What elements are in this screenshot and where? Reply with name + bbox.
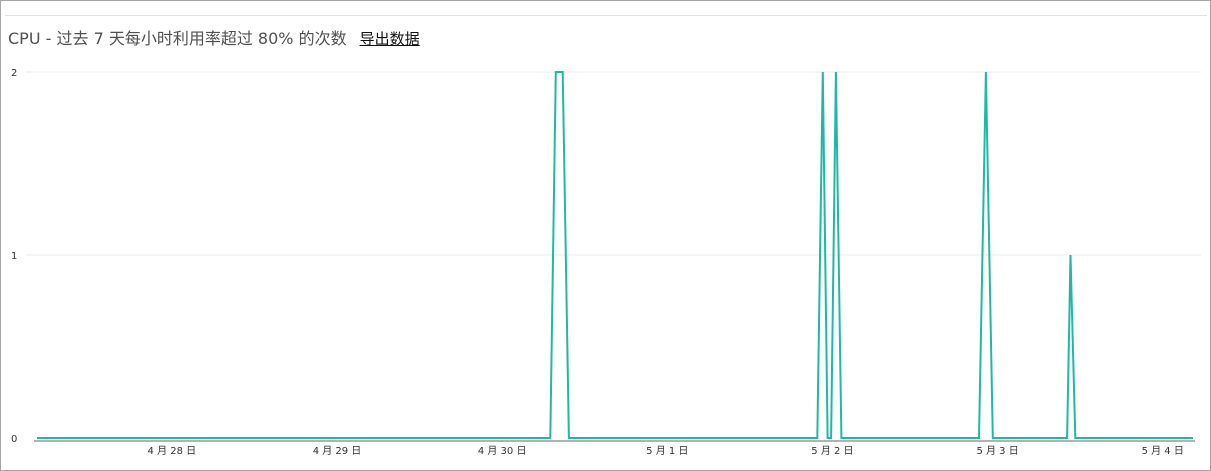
export-data-link[interactable]: 导出数据	[359, 30, 420, 48]
y-tick-label: 1	[11, 251, 17, 262]
y-tick-label: 2	[11, 68, 17, 79]
y-tick-label: 0	[11, 434, 17, 445]
x-tick-label: 4 月 30 日	[478, 445, 527, 457]
x-tick-label: 4 月 28 日	[148, 445, 197, 457]
chart-title: CPU - 过去 7 天每小时利用率超过 80% 的次数	[8, 29, 347, 48]
chart-header: CPU - 过去 7 天每小时利用率超过 80% 的次数 导出数据	[8, 25, 420, 51]
x-tick-label: 5 月 4 日	[1142, 445, 1184, 457]
x-tick-label: 5 月 2 日	[811, 445, 853, 457]
series-line	[37, 71, 1193, 439]
x-tick-label: 5 月 3 日	[976, 445, 1018, 457]
divider	[5, 15, 1207, 16]
x-tick-label: 4 月 29 日	[313, 445, 362, 457]
x-tick-label: 5 月 1 日	[646, 445, 688, 457]
